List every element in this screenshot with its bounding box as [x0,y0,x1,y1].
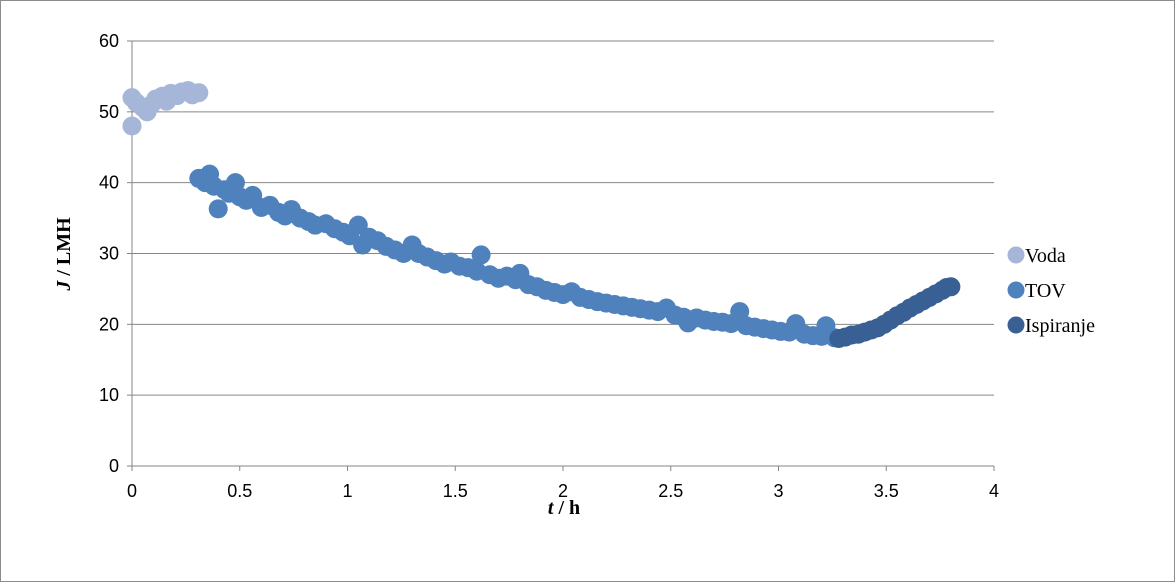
data-point [122,116,142,136]
y-tick-label: 30 [99,244,119,264]
data-point [941,277,961,297]
legend: Voda TOV Ispiranje [1007,245,1095,337]
plot-area [122,81,961,348]
x-tick-label: 0.5 [227,481,252,501]
data-point [471,245,491,265]
data-point [208,199,228,219]
legend-marker [1007,316,1025,334]
series-tov [189,164,845,348]
y-tick-label: 50 [99,102,119,122]
legend-item-voda: Voda [1007,245,1066,267]
series-ispiranje [829,277,961,348]
legend-marker [1007,281,1025,299]
tick-labels: 0 10 20 30 40 50 60 0 0.5 1 1.5 2 2.5 3 3.5 4 [99,31,999,501]
x-tick-label: 1.5 [443,481,468,501]
x-tick-label: 0 [127,481,137,501]
legend-item-tov: TOV [1007,280,1066,302]
x-tick-label: 3 [773,481,783,501]
gridlines [132,40,994,396]
y-tick-label: 40 [99,173,119,193]
axes [127,40,995,471]
x-tick-label: 2 [558,481,568,501]
legend-label: Ispiranje [1025,315,1095,337]
x-tick-label: 3.5 [874,481,899,501]
x-axis-title: t / h [548,497,580,519]
legend-item-ispiranje: Ispiranje [1007,315,1095,337]
y-tick-label: 20 [99,314,119,334]
legend-label: TOV [1025,280,1066,302]
x-tick-label: 4 [989,481,999,501]
series-voda [122,81,209,136]
x-tick-label: 1 [342,481,352,501]
y-axis-title: J / LMH [53,217,75,292]
data-point [189,83,209,103]
legend-label: Voda [1025,245,1066,267]
y-tick-label: 60 [99,31,119,51]
x-tick-label: 2.5 [658,481,683,501]
legend-marker [1007,246,1025,264]
y-tick-label: 10 [99,385,119,405]
data-point [730,302,750,322]
y-tick-label: 0 [109,456,119,476]
